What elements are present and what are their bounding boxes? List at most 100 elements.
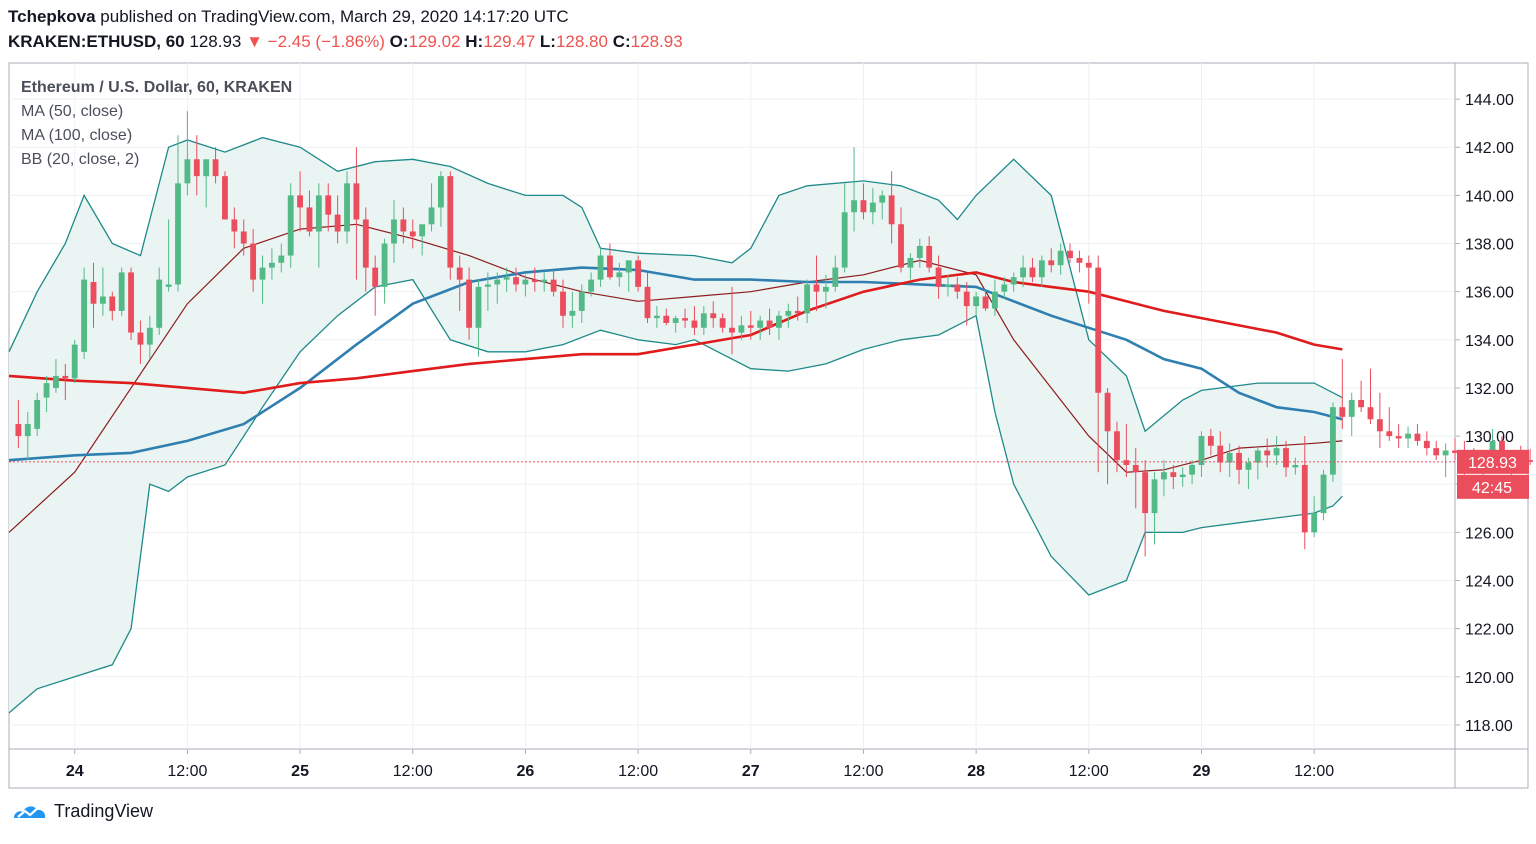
x-tick-label: 26 xyxy=(517,763,535,780)
tradingview-brand[interactable]: TradingView xyxy=(12,800,153,822)
candle-body xyxy=(522,279,529,285)
candle-body xyxy=(184,159,191,184)
candle-body xyxy=(569,310,576,316)
symbol-ohlc-line: KRAKEN:ETHUSD, 60 128.93 ▼ −2.45 (−1.86%… xyxy=(8,31,683,53)
candle-body xyxy=(1339,407,1346,417)
chart-title: Ethereum / U.S. Dollar, 60, KRAKEN xyxy=(21,79,293,96)
x-tick-label: 12:00 xyxy=(1294,763,1334,780)
candle-body xyxy=(1142,472,1149,514)
candle-body xyxy=(879,195,886,203)
candle-body xyxy=(372,267,379,287)
candle-body xyxy=(513,277,519,285)
candle-body xyxy=(43,383,50,398)
candle-body xyxy=(560,291,566,316)
candle-body xyxy=(1029,267,1036,278)
y-tick-label: 126.00 xyxy=(1465,525,1514,542)
candle-body xyxy=(1320,474,1327,514)
ma50-line xyxy=(8,266,1343,462)
candle-body xyxy=(672,318,679,323)
candle-body xyxy=(1226,452,1233,463)
candle-body xyxy=(1433,448,1440,456)
candle-body xyxy=(137,332,144,345)
x-tick-label: 12:00 xyxy=(167,763,207,780)
countdown-badge xyxy=(1457,474,1529,499)
candle-body xyxy=(1405,433,1411,439)
candle-body xyxy=(24,424,31,437)
candle-body xyxy=(1452,450,1458,453)
candle-body xyxy=(945,284,951,287)
candle-body xyxy=(1132,464,1139,473)
candle-body xyxy=(447,176,454,268)
candle-body xyxy=(1414,433,1421,441)
candle-body xyxy=(794,310,801,314)
candle-body xyxy=(869,202,876,213)
candle-body xyxy=(268,262,275,268)
candle-body xyxy=(1395,436,1402,439)
candle-body xyxy=(635,260,642,287)
author-name: Tchepkova xyxy=(8,7,96,26)
candle-body xyxy=(710,313,717,319)
candle-body xyxy=(1442,450,1449,456)
candle-body xyxy=(653,315,660,319)
candle-body xyxy=(578,291,585,311)
y-tick-label: 140.00 xyxy=(1465,188,1514,205)
candle-body xyxy=(381,243,388,287)
legend-bb[interactable]: BB (20, close, 2) xyxy=(21,151,140,168)
candle-body xyxy=(1057,250,1064,266)
candle-body xyxy=(832,267,839,287)
candle-body xyxy=(916,245,923,258)
candle-body xyxy=(1198,436,1205,465)
candle-body xyxy=(494,279,501,285)
candle-body xyxy=(222,176,228,220)
candle-body xyxy=(663,315,670,323)
candles-group xyxy=(15,111,1534,557)
down-arrow-icon: ▼ xyxy=(246,32,263,51)
candle-body xyxy=(935,267,942,287)
candle-body xyxy=(503,277,510,280)
candle-body xyxy=(719,318,726,328)
candle-body xyxy=(991,291,998,309)
y-tick-label: 132.00 xyxy=(1465,381,1514,398)
candle-body xyxy=(240,231,247,244)
x-tick-label: 28 xyxy=(967,763,985,780)
candle-body xyxy=(34,399,41,429)
candle-body xyxy=(1189,464,1196,475)
candle-body xyxy=(1010,277,1017,285)
candle-body xyxy=(325,195,332,215)
candle-body xyxy=(1292,464,1299,468)
candle-body xyxy=(729,327,735,333)
candle-body xyxy=(954,284,961,292)
symbol-label: KRAKEN:ETHUSD, 60 xyxy=(8,32,185,51)
candle-body xyxy=(588,279,595,292)
candle-body xyxy=(550,279,557,292)
candle-body xyxy=(1301,464,1308,533)
last-price-badge xyxy=(1457,449,1529,474)
candle-body xyxy=(1179,474,1186,478)
candle-body xyxy=(99,296,106,304)
candle-body xyxy=(738,325,745,333)
candle-body xyxy=(484,284,491,287)
candle-body xyxy=(334,214,341,232)
candle-body xyxy=(156,279,163,328)
candle-body xyxy=(616,272,623,278)
bb-lower-line xyxy=(8,278,1343,714)
candle-body xyxy=(776,315,782,328)
candle-body xyxy=(1283,448,1289,468)
y-tick-label: 134.00 xyxy=(1465,333,1514,350)
candle-body xyxy=(203,159,210,177)
publish-info: Tchepkova published on TradingView.com, … xyxy=(8,6,569,28)
candle-body xyxy=(306,207,313,232)
candle-body xyxy=(71,344,78,379)
candle-body xyxy=(362,219,369,268)
candle-body xyxy=(682,318,688,321)
candle-body xyxy=(1104,392,1111,432)
legend-ma100[interactable]: MA (100, close) xyxy=(21,127,133,144)
chart-legend: Ethereum / U.S. Dollar, 60, KRAKEN MA (5… xyxy=(21,76,292,172)
candle-body xyxy=(1311,513,1318,533)
candle-body xyxy=(81,279,88,352)
candle-body xyxy=(766,320,773,328)
price-change: −2.45 (−1.86%) xyxy=(267,32,385,51)
legend-ma50[interactable]: MA (50, close) xyxy=(21,103,124,120)
